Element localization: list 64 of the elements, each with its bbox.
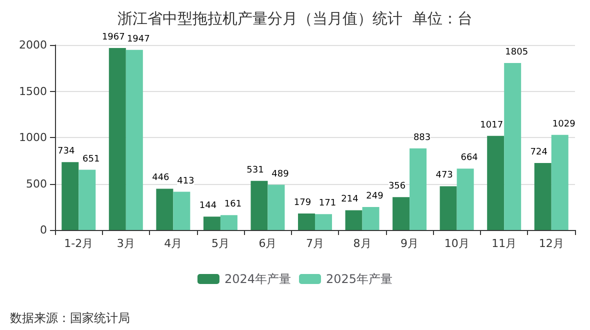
x-tick-label: 1-2月 (64, 237, 94, 250)
y-tick-label: 0 (40, 224, 47, 236)
data-label: 724 (530, 148, 548, 158)
data-label: 214 (341, 194, 359, 205)
bar (410, 148, 427, 230)
data-label: 1805 (505, 48, 528, 58)
bar (268, 184, 285, 230)
bar (203, 216, 220, 230)
x-tick-label: 12月 (538, 237, 564, 250)
data-label: 161 (224, 200, 242, 210)
x-tick-label: 9月 (400, 237, 419, 250)
legend-label: 2025年产量 (326, 272, 393, 286)
bar (126, 50, 143, 230)
y-tick-label: 500 (26, 177, 47, 190)
x-tick-label: 6月 (258, 237, 277, 250)
data-label: 249 (366, 191, 384, 202)
bar (392, 197, 410, 230)
bar (362, 206, 380, 230)
data-label: 446 (152, 173, 170, 184)
source-note: 数据来源：国家统计局 (10, 311, 130, 325)
bar (534, 163, 552, 230)
data-label: 1029 (552, 119, 576, 130)
x-tick-label: 7月 (306, 237, 324, 250)
data-label: 489 (272, 169, 290, 180)
legend-label: 2024年产量 (224, 272, 292, 286)
x-tick-label: 11月 (492, 237, 517, 250)
data-label: 473 (436, 170, 453, 181)
data-label: 1967 (102, 32, 125, 43)
data-label: 734 (58, 146, 75, 157)
bar (456, 168, 474, 230)
data-label: 883 (413, 132, 431, 143)
data-label: 413 (177, 176, 194, 186)
data-label: 179 (294, 198, 312, 208)
bar (504, 63, 522, 230)
data-label: 1947 (126, 34, 150, 44)
x-tick-label: 3月 (116, 237, 135, 250)
data-label: 356 (388, 182, 406, 192)
data-label: 144 (199, 201, 217, 212)
data-label: 1017 (480, 120, 504, 130)
x-tick-label: 8月 (353, 237, 372, 250)
bar (173, 192, 190, 230)
data-label: 664 (460, 153, 478, 164)
bar (345, 210, 362, 230)
data-label: 171 (318, 198, 336, 209)
bar (487, 136, 504, 230)
bar (315, 214, 332, 230)
bar (440, 186, 457, 230)
x-tick-label: 10月 (444, 237, 470, 250)
bar (250, 180, 268, 230)
data-label: 531 (246, 165, 264, 176)
y-tick-label: 2000 (19, 38, 47, 52)
x-tick-label: 4月 (164, 237, 182, 250)
y-tick-label: 1000 (19, 131, 47, 144)
y-tick-label: 1500 (19, 84, 47, 98)
bar (298, 213, 315, 230)
data-label: 651 (82, 154, 100, 164)
x-tick-label: 5月 (211, 237, 230, 250)
bar (62, 162, 79, 230)
bar (551, 134, 568, 230)
bar (220, 215, 238, 230)
chart-title: 浙江省中型拖拉机产量分月（当月值）统计 单位：台 (118, 10, 472, 28)
bar (78, 170, 96, 230)
bar (108, 48, 126, 230)
bar (156, 188, 174, 230)
